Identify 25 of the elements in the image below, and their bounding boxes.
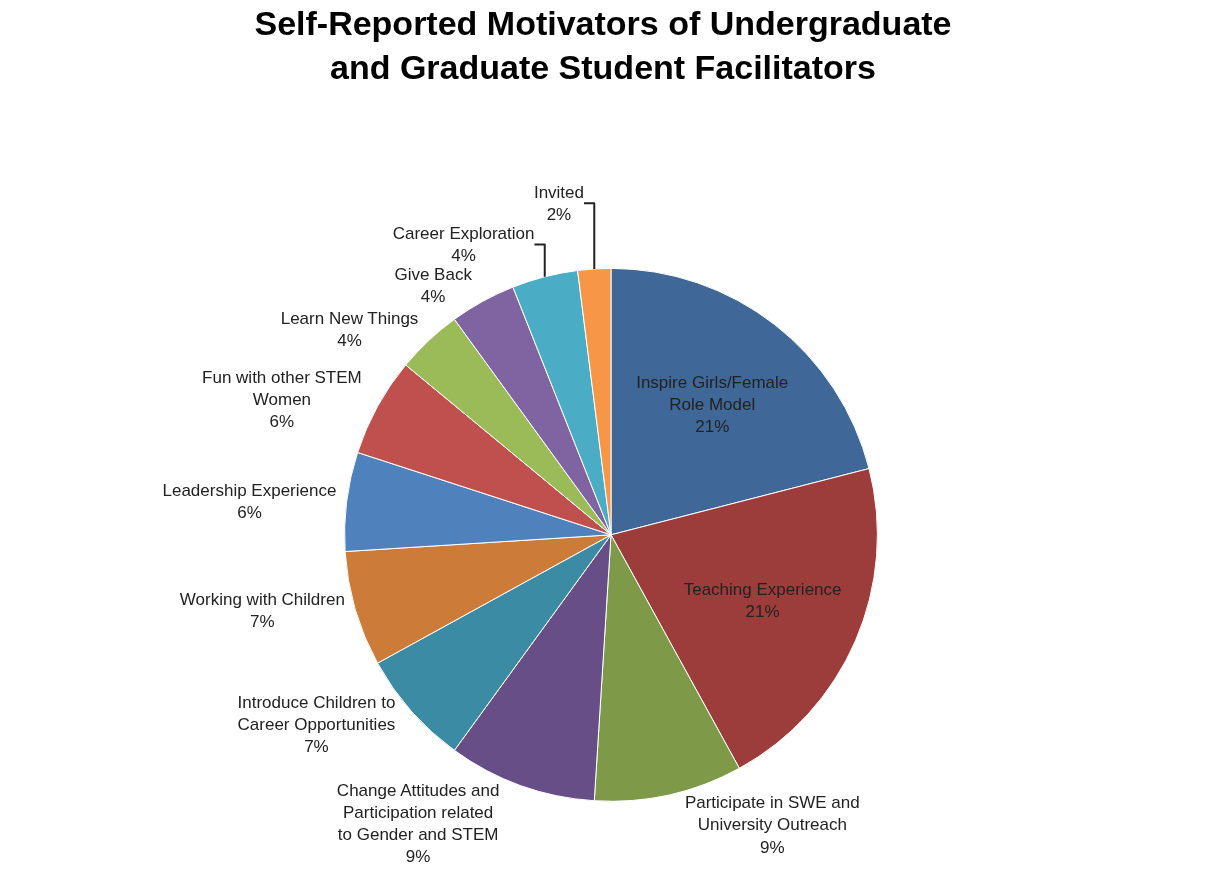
- slice-label: Learn New Things: [280, 309, 419, 329]
- slice-label: Introduce Children to Career Opportunities: [237, 693, 396, 735]
- data-label: 21%: [695, 416, 730, 436]
- slice-label: Give Back: [394, 265, 473, 285]
- data-label: 6%: [269, 411, 295, 431]
- data-label: 7%: [250, 612, 275, 632]
- slice-label: Change Attitudes and Participation related to Gender and STEM: [336, 780, 500, 844]
- data-label: 6%: [237, 502, 262, 522]
- slice-label: Teaching Experience: [683, 579, 842, 599]
- slice-label: Career Exploration: [392, 223, 535, 243]
- slice-label: Working with Children: [179, 590, 345, 610]
- slice-label: Participate in SWE and University Outreach: [684, 793, 860, 835]
- data-label: 9%: [760, 837, 785, 857]
- slice-label: Leadership Experience: [162, 480, 337, 500]
- slice-label: Fun with other STEM Women: [202, 367, 362, 409]
- data-label: 21%: [745, 601, 780, 621]
- data-label: 4%: [420, 287, 446, 307]
- data-label: 7%: [304, 737, 329, 757]
- data-label: 2%: [546, 204, 572, 224]
- data-label: 4%: [337, 331, 362, 351]
- slice-label: Invited: [533, 182, 584, 202]
- data-label: 4%: [451, 246, 476, 266]
- slice-label: Inspire Girls/Female Role Model: [636, 372, 789, 414]
- chart-title: Self-Reported Motivators of Undergraduate and Graduate Student Facilitators: [254, 3, 952, 87]
- data-label: 9%: [405, 846, 431, 866]
